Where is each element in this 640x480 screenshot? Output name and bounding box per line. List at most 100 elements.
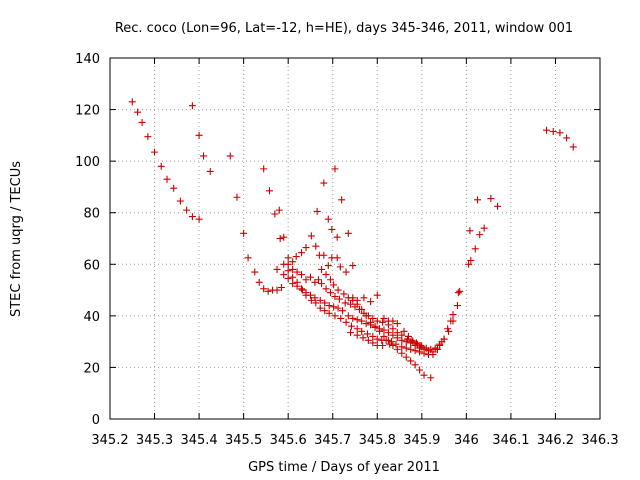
data-point bbox=[331, 165, 339, 173]
data-point bbox=[302, 276, 310, 284]
data-point bbox=[188, 213, 196, 221]
data-point bbox=[195, 131, 203, 139]
data-point bbox=[362, 312, 370, 320]
data-point bbox=[389, 342, 397, 350]
data-point bbox=[379, 318, 387, 326]
data-point bbox=[331, 293, 339, 301]
data-point bbox=[334, 304, 342, 312]
data-point bbox=[413, 340, 421, 348]
data-point bbox=[333, 233, 341, 241]
data-point bbox=[436, 340, 444, 348]
data-point bbox=[373, 317, 381, 325]
data-point bbox=[255, 278, 263, 286]
data-point bbox=[284, 267, 292, 275]
data-point bbox=[306, 291, 314, 299]
data-point bbox=[367, 318, 375, 326]
data-point bbox=[427, 345, 435, 353]
data-point bbox=[454, 289, 462, 297]
data-point bbox=[398, 349, 406, 357]
data-point bbox=[280, 233, 288, 241]
data-point bbox=[138, 118, 146, 126]
data-point bbox=[447, 317, 455, 325]
data-points bbox=[128, 98, 577, 382]
data-point bbox=[302, 244, 310, 252]
data-point bbox=[412, 339, 420, 347]
data-point bbox=[467, 256, 475, 264]
data-point bbox=[183, 206, 191, 214]
y-tick-labels: 0 20 40 60 80 100 120 140 bbox=[75, 52, 100, 428]
data-point bbox=[549, 127, 557, 135]
data-point bbox=[353, 296, 361, 304]
x-tick-label: 345.4 bbox=[180, 433, 217, 448]
data-point bbox=[359, 334, 367, 342]
data-point bbox=[380, 314, 388, 322]
x-tick-label: 345.8 bbox=[359, 433, 396, 448]
data-point bbox=[195, 215, 203, 223]
data-point bbox=[335, 295, 343, 303]
data-point bbox=[353, 316, 361, 324]
data-point bbox=[134, 108, 142, 116]
data-point bbox=[327, 289, 334, 297]
data-point bbox=[344, 312, 352, 320]
x-tick-label: 346.2 bbox=[537, 433, 574, 448]
data-point bbox=[273, 286, 281, 294]
data-point bbox=[494, 202, 502, 210]
data-point bbox=[307, 232, 315, 240]
data-point bbox=[444, 325, 452, 333]
data-point bbox=[314, 276, 322, 284]
y-tick-label: 120 bbox=[75, 104, 100, 119]
data-point bbox=[417, 342, 425, 350]
plot-frame bbox=[109, 57, 601, 420]
data-point bbox=[384, 336, 392, 344]
data-point bbox=[292, 253, 300, 261]
data-point bbox=[289, 258, 297, 266]
data-point bbox=[284, 254, 292, 262]
data-point bbox=[380, 332, 388, 340]
data-point bbox=[163, 175, 171, 183]
data-point bbox=[307, 296, 315, 304]
data-point bbox=[362, 320, 370, 328]
data-point bbox=[331, 312, 339, 320]
data-point bbox=[318, 265, 326, 273]
data-point bbox=[341, 299, 349, 307]
data-point bbox=[275, 206, 283, 214]
data-point bbox=[322, 271, 330, 279]
data-point bbox=[389, 325, 397, 333]
data-point bbox=[342, 268, 350, 276]
data-point bbox=[320, 179, 328, 187]
data-point bbox=[322, 285, 330, 293]
y-tick-label: 60 bbox=[83, 258, 100, 273]
x-tick-labels: 345.2 345.3 345.4 345.5 345.6 345.7 345.8 345.9… bbox=[91, 433, 618, 448]
data-point bbox=[543, 126, 551, 134]
data-point bbox=[407, 345, 415, 353]
data-point bbox=[244, 254, 252, 262]
data-point bbox=[293, 282, 301, 290]
data-point bbox=[144, 133, 152, 141]
data-point bbox=[409, 338, 417, 346]
y-tick-label: 20 bbox=[83, 361, 100, 376]
data-point bbox=[392, 340, 400, 348]
x-axis-label: GPS time / Days of year 2011 bbox=[248, 460, 440, 475]
data-point bbox=[393, 320, 401, 328]
data-point bbox=[298, 249, 306, 257]
data-point bbox=[276, 235, 284, 242]
data-point bbox=[330, 281, 338, 289]
y-tick-label: 0 bbox=[92, 413, 100, 428]
data-point bbox=[465, 260, 473, 268]
data-point bbox=[330, 303, 338, 311]
x-tick-label: 346.3 bbox=[581, 433, 618, 448]
data-point bbox=[200, 152, 208, 160]
data-point bbox=[151, 148, 159, 156]
data-point bbox=[402, 353, 410, 361]
data-point bbox=[260, 285, 268, 293]
data-point bbox=[349, 314, 357, 322]
data-point bbox=[373, 291, 381, 299]
data-point bbox=[339, 307, 347, 315]
data-point bbox=[342, 318, 350, 326]
y-tick-label: 80 bbox=[83, 207, 100, 222]
data-point bbox=[325, 302, 333, 310]
data-point bbox=[298, 286, 306, 294]
data-point bbox=[325, 309, 333, 317]
x-tick-label: 345.6 bbox=[270, 433, 307, 448]
